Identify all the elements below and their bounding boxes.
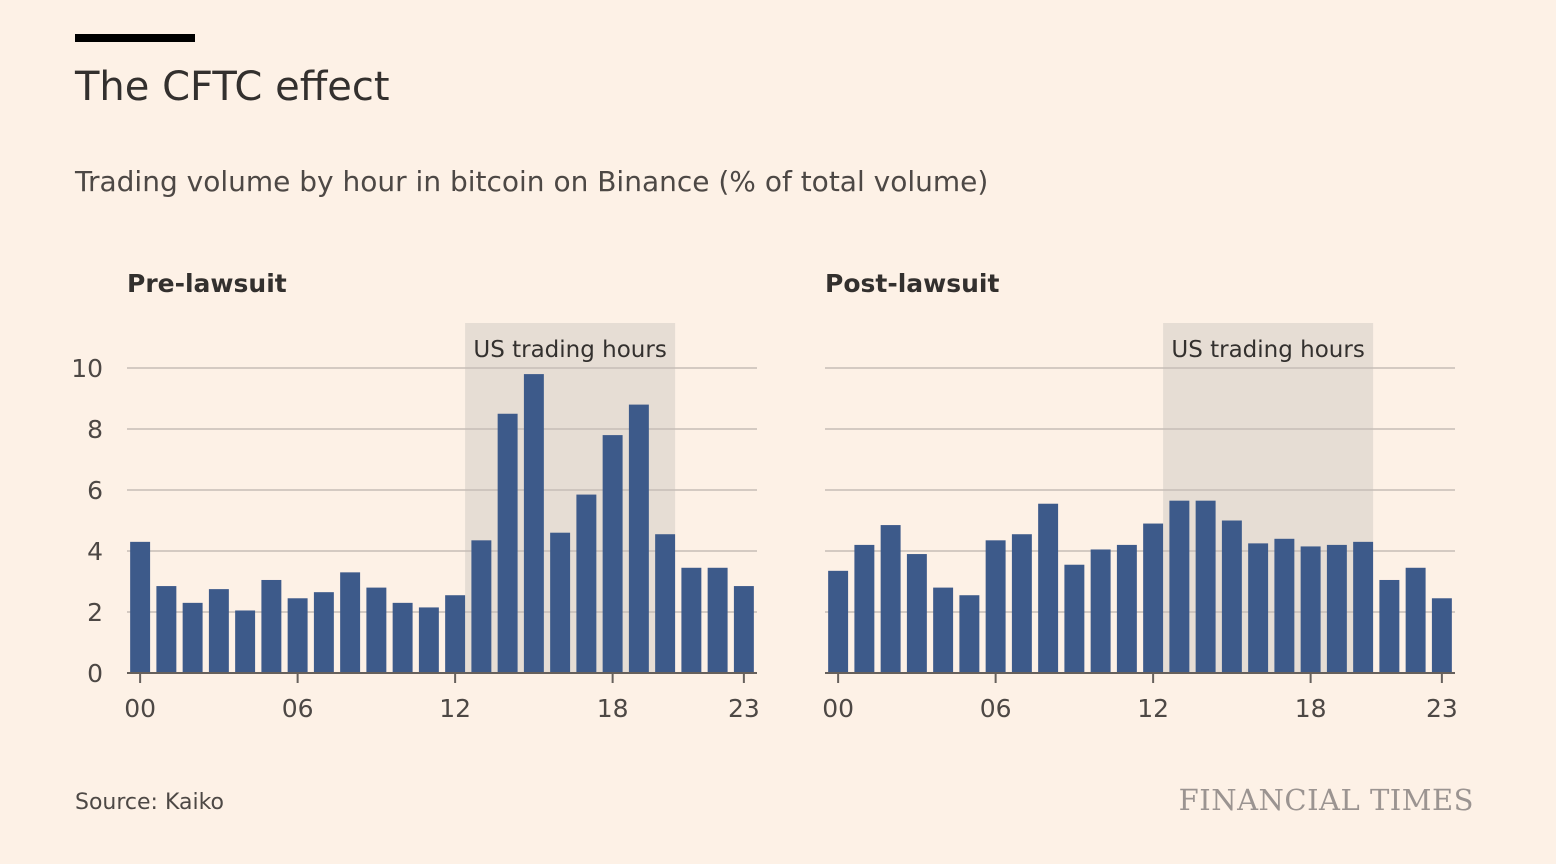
x-tick-label: 23	[728, 694, 760, 723]
bar-hour-09	[366, 587, 387, 673]
bar-hour-03	[906, 554, 927, 673]
bar-hour-12	[445, 595, 466, 673]
bar-hour-00	[130, 541, 151, 673]
x-tick-label: 23	[1426, 694, 1458, 723]
bar-hour-06	[287, 598, 308, 673]
bar-hour-19	[1326, 544, 1347, 673]
bar-hour-15	[523, 374, 544, 673]
panel-title: Post-lawsuit	[825, 269, 999, 298]
bar-hour-03	[208, 589, 229, 673]
bar-hour-22	[1405, 567, 1426, 673]
bar-hour-04	[235, 610, 256, 673]
bar-hour-10	[392, 602, 413, 673]
x-tick-label: 00	[124, 694, 156, 723]
ft-logo: FINANCIAL TIMES	[1178, 783, 1474, 817]
y-tick-label: 2	[87, 598, 103, 627]
bar-hour-20	[1353, 541, 1374, 673]
bar-hour-11	[1116, 544, 1137, 673]
y-tick-label: 4	[87, 537, 103, 566]
bar-hour-02	[182, 602, 203, 673]
bar-hour-08	[1038, 503, 1059, 673]
bar-hour-01	[156, 586, 177, 673]
bar-hour-07	[1011, 534, 1032, 673]
bar-hour-17	[576, 494, 597, 673]
bar-hour-11	[418, 607, 439, 673]
y-tick-label: 10	[71, 354, 103, 383]
bar-hour-04	[933, 587, 954, 673]
y-tick-label: 6	[87, 476, 103, 505]
band-label: US trading hours	[473, 337, 666, 363]
bar-hour-23	[1431, 598, 1452, 673]
bar-hour-20	[655, 534, 676, 673]
bar-hour-08	[340, 572, 361, 673]
bar-hour-09	[1064, 564, 1085, 673]
bar-hour-10	[1090, 549, 1111, 673]
bar-hour-12	[1143, 523, 1164, 673]
bar-hour-14	[1195, 500, 1216, 673]
header-rule	[75, 34, 195, 42]
bar-hour-16	[1248, 543, 1269, 673]
bar-hour-22	[707, 567, 728, 673]
bar-hour-16	[550, 532, 571, 673]
bar-hour-07	[313, 592, 334, 673]
bar-hour-13	[471, 540, 492, 673]
bar-hour-13	[1169, 500, 1190, 673]
source-note: Source: Kaiko	[75, 790, 225, 815]
bar-hour-06	[985, 540, 1006, 673]
bar-hour-14	[497, 413, 518, 673]
bar-hour-23	[733, 586, 754, 673]
x-tick-label: 12	[439, 694, 471, 723]
bar-hour-02	[880, 525, 901, 673]
x-tick-label: 06	[980, 694, 1012, 723]
x-tick-label: 00	[822, 694, 854, 723]
panel-title: Pre-lawsuit	[127, 269, 287, 298]
x-tick-label: 18	[1295, 694, 1327, 723]
bar-hour-15	[1221, 520, 1242, 673]
x-tick-label: 12	[1137, 694, 1169, 723]
y-tick-label: 8	[87, 415, 103, 444]
x-tick-label: 06	[282, 694, 314, 723]
bar-hour-18	[602, 435, 623, 673]
bar-hour-01	[854, 544, 875, 673]
bar-hour-21	[1379, 579, 1400, 673]
chart-subtitle: Trading volume by hour in bitcoin on Bin…	[75, 165, 989, 198]
panel-pre-lawsuit: Pre-lawsuit US trading hours 0 2 4 6 8 10 00 06 12…	[71, 269, 760, 723]
x-tick-label: 18	[597, 694, 629, 723]
bar-hour-05	[261, 579, 282, 673]
bar-hour-18	[1300, 546, 1321, 673]
band-label: US trading hours	[1171, 337, 1364, 363]
chart-title: The CFTC effect	[75, 64, 390, 110]
y-tick-label: 0	[87, 659, 103, 688]
bar-hour-00	[828, 570, 849, 673]
bar-hour-17	[1274, 538, 1295, 673]
bar-hour-19	[628, 404, 649, 673]
panel-post-lawsuit: Post-lawsuit US trading hours 00 06 12 18 23	[822, 269, 1458, 723]
bar-hour-21	[681, 567, 702, 673]
bar-hour-05	[959, 595, 980, 673]
